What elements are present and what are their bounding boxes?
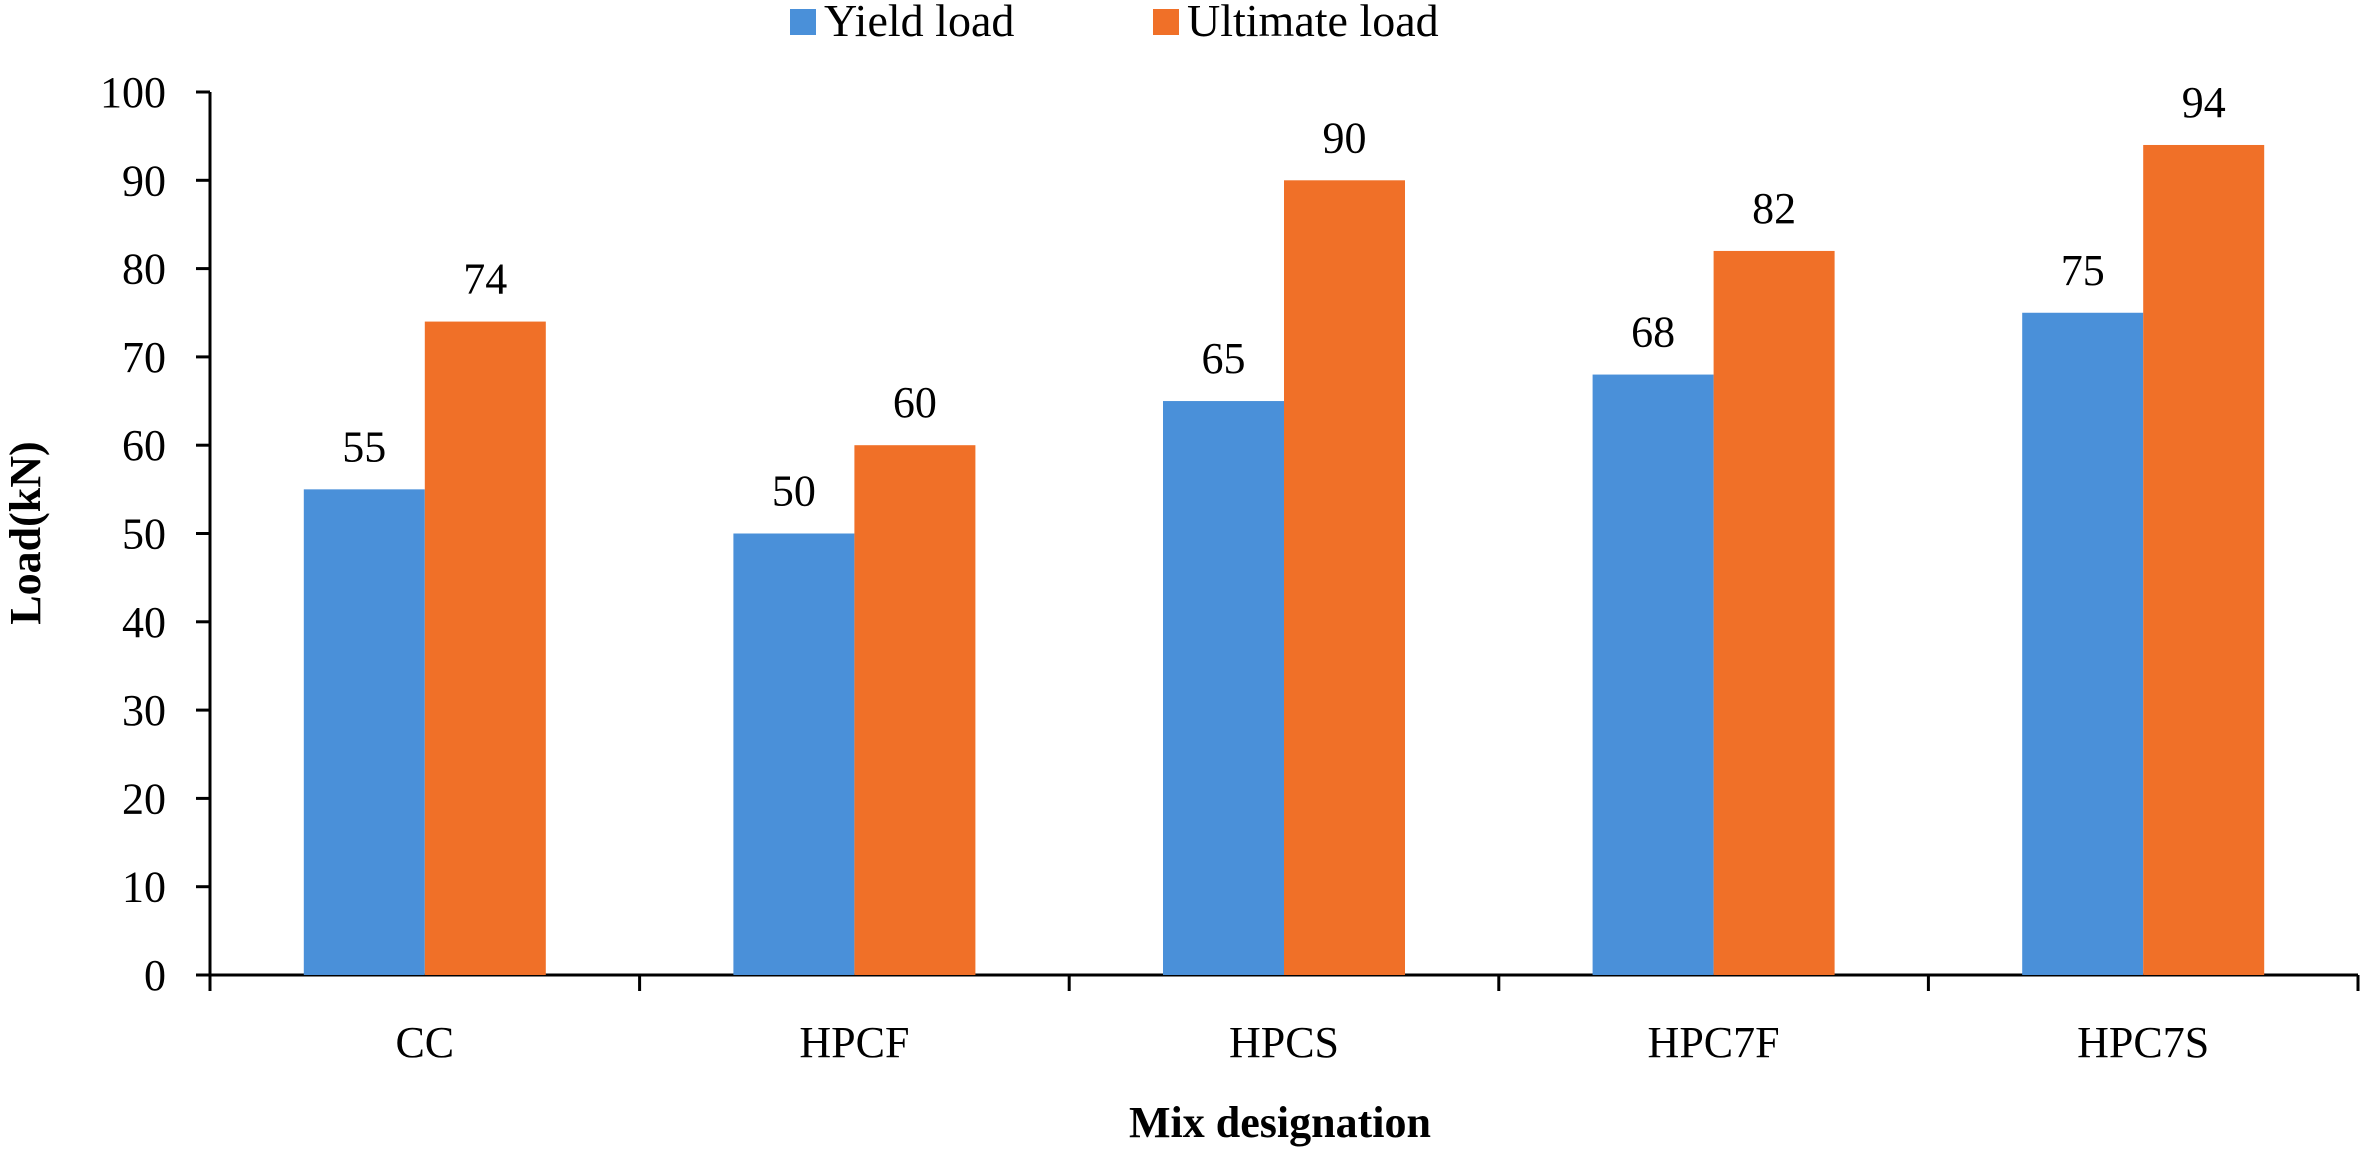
data-labels: 55 74 50 60 65 90 68 82 75 94 (342, 78, 2225, 516)
x-tick-label: HPCS (1229, 1018, 1339, 1067)
legend-swatch (1153, 9, 1179, 35)
data-label: 94 (2182, 78, 2226, 127)
data-label: 75 (2061, 246, 2105, 295)
y-axis: 0 10 20 30 40 50 60 70 80 90 100 (100, 68, 212, 1000)
bar (854, 445, 976, 975)
y-tick-label: 100 (100, 68, 166, 117)
y-tick-label: 20 (122, 774, 166, 823)
x-tick-label: HPC7F (1648, 1018, 1780, 1067)
bar (424, 321, 546, 976)
x-axis-title: Mix designation (1129, 1098, 1431, 1147)
bar (1163, 401, 1284, 975)
x-tick-label: CC (395, 1018, 454, 1067)
y-tick-label: 80 (122, 245, 166, 294)
bar (303, 489, 425, 975)
bar (1284, 180, 1405, 976)
legend: Yield load Ultimate load (790, 0, 1439, 46)
legend-label: Ultimate load (1187, 0, 1439, 46)
data-label: 68 (1631, 308, 1675, 357)
legend-swatch (790, 9, 816, 35)
y-tick-label: 70 (122, 333, 166, 382)
y-tick-label: 50 (122, 510, 166, 559)
y-tick-label: 10 (122, 863, 166, 912)
bar (2143, 144, 2265, 976)
bar (1592, 374, 1714, 975)
data-label: 90 (1323, 113, 1367, 162)
y-tick-label: 30 (122, 686, 166, 735)
y-tick-label: 40 (122, 598, 166, 647)
y-tick-label: 60 (122, 421, 166, 470)
x-axis: CC HPCF HPCS HPC7F HPC7S (208, 973, 2360, 1067)
bar (2022, 312, 2144, 975)
data-label: 55 (342, 422, 386, 471)
y-tick-label: 90 (122, 156, 166, 205)
legend-label: Yield load (824, 0, 1014, 46)
bars (303, 144, 2265, 976)
data-label: 65 (1202, 334, 1246, 383)
bar (1713, 250, 1835, 975)
data-label: 50 (772, 467, 816, 516)
x-tick-label: HPC7S (2077, 1018, 2209, 1067)
data-label: 74 (463, 255, 507, 304)
x-tick-label: HPCF (799, 1018, 909, 1067)
data-label: 60 (893, 378, 937, 427)
data-label: 82 (1752, 184, 1796, 233)
bar (733, 533, 855, 975)
y-tick-label: 0 (144, 951, 166, 1000)
y-axis-title: Load(kN) (1, 441, 50, 624)
